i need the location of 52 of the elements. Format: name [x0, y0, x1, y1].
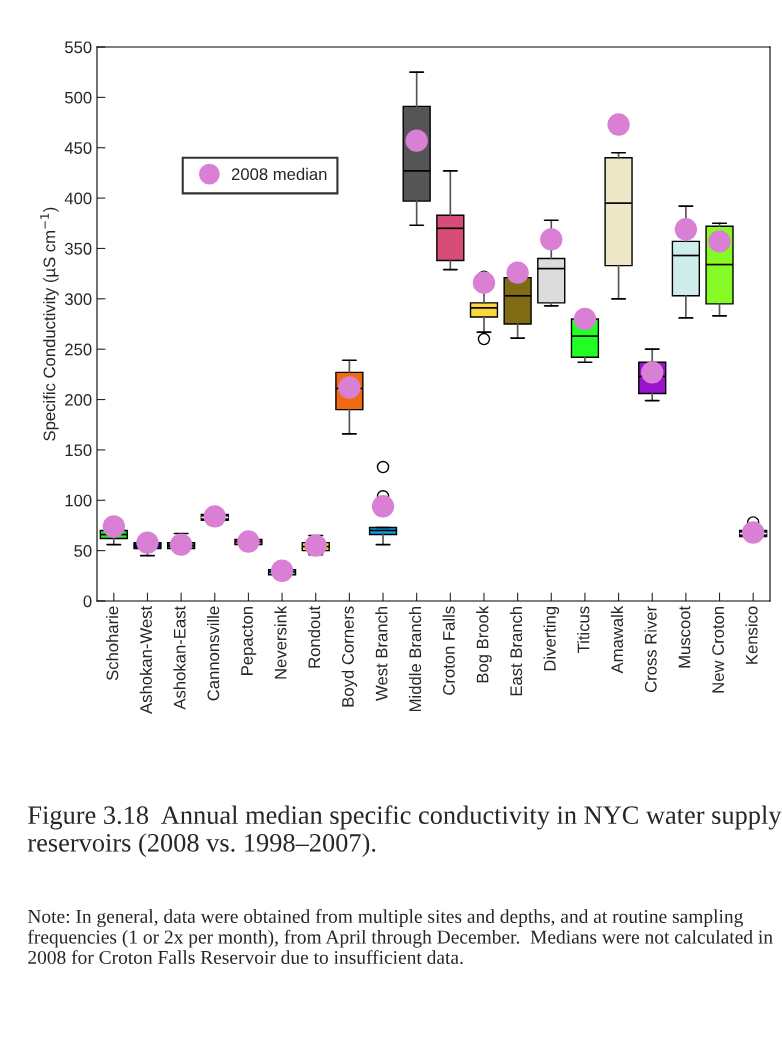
point — [506, 261, 529, 284]
y-tick-label: 500 — [65, 91, 92, 104]
y-tick-label: 400 — [64, 192, 92, 205]
y-tick-label: 0 — [83, 595, 92, 608]
point — [237, 530, 260, 553]
point — [472, 271, 496, 294]
caption: Figure 3.18 Annual median specific conductivity in NYC water supply reservoirs (2008 vs. 1998–2007). — [27, 805, 782, 858]
text: Note: In general, data were obtained from multiple sites and depths, and at routine sampling frequencies (1 or 2x per month), from April through December. Medians were not calculated in 2008 for Croton Falls Reservoir due to insufficient data. — [27, 909, 773, 965]
point — [102, 515, 126, 538]
y-tick-label: 250 — [65, 343, 92, 356]
x-tick-label: Titicus — [577, 606, 590, 654]
point — [371, 495, 395, 518]
x-tick-label: Ashokan-West — [139, 605, 152, 714]
point — [708, 230, 731, 253]
y-tick-label: 150 — [65, 444, 92, 457]
x-tick-label: Muscoot — [678, 605, 691, 668]
x-tick-label: New Croton — [712, 606, 724, 693]
y-tick-label: 350 — [64, 242, 92, 255]
point — [741, 521, 765, 544]
point — [270, 559, 294, 582]
x-tick-label: East Branch — [509, 606, 523, 696]
y-tick-label: 450 — [64, 142, 92, 154]
x-tick-label: Croton Falls — [442, 606, 455, 695]
y-axis-title: Specific Conductivity (µS cm$^{−1}$) — [40, 207, 59, 441]
y-tick-label: 200 — [65, 393, 92, 406]
x-tick-label: Cannonsville — [207, 606, 220, 701]
x-tick-label: Bog Brook — [476, 605, 492, 683]
x-tick-label: Pepacton — [241, 606, 257, 675]
y-tick-label: 300 — [64, 293, 92, 306]
x-tick-label: Middle Branch — [408, 606, 422, 712]
point — [674, 218, 698, 241]
point — [607, 113, 630, 136]
x-tick-label: Diverting — [543, 606, 560, 671]
point — [136, 531, 159, 554]
y-tick-label: 550 — [65, 41, 92, 54]
y-tick-label: 100 — [65, 494, 92, 507]
point — [169, 533, 193, 556]
x-tick-label: Kensico — [745, 606, 758, 664]
x-tick-label: Rondout — [307, 605, 321, 668]
y-tick-label: 50 — [74, 545, 92, 557]
x-tick-label: West Branch — [375, 606, 388, 701]
point — [203, 505, 226, 528]
point — [540, 228, 563, 251]
legend-label: 2008 median — [231, 167, 327, 181]
x-tick-label: Neversink — [274, 605, 287, 679]
point — [573, 307, 597, 331]
x-tick-label: Schoharie — [106, 606, 119, 681]
x-tick-label: Ashokan-East — [173, 605, 186, 710]
x-tick-label: Boyd Corners — [341, 606, 358, 707]
x-tick-label: Amawalk — [610, 605, 624, 674]
x-tick-label: Cross River — [644, 606, 657, 693]
point — [405, 129, 428, 152]
